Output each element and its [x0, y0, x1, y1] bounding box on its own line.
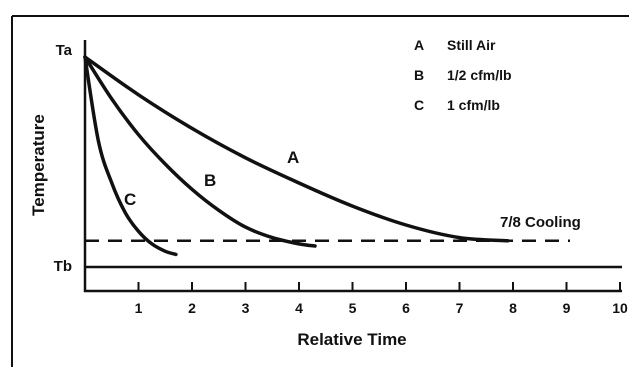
x-tick-label: 5 [349, 300, 357, 316]
curve-label-c: C [124, 190, 136, 209]
legend-text-c: 1 cfm/lb [447, 97, 500, 113]
y-level-tb: Tb [54, 258, 72, 275]
x-tick-label: 2 [188, 300, 196, 316]
x-tick-label: 8 [509, 300, 517, 316]
curve-label-b: B [204, 171, 216, 190]
legend-key-b: B [414, 67, 424, 83]
x-tick-label: 6 [402, 300, 410, 316]
curve-label-a: A [287, 148, 299, 167]
x-tick-label: 1 [135, 300, 143, 316]
legend-text-a: Still Air [447, 37, 496, 53]
x-tick-label: 7 [456, 300, 464, 316]
series-line-a [83, 55, 510, 243]
cooling-reference-label: 7/8 Cooling [500, 214, 581, 231]
y-level-ta: Ta [56, 42, 73, 59]
legend: A Still Air B 1/2 cfm/lb C 1 cfm/lb [414, 37, 512, 113]
series-group [83, 55, 510, 257]
x-tick-label: 4 [295, 300, 303, 316]
y-axis-label: Temperature [29, 114, 48, 216]
legend-text-b: 1/2 cfm/lb [447, 67, 512, 83]
x-tick-label: 10 [612, 300, 628, 316]
legend-key-a: A [414, 37, 424, 53]
series-line-b [83, 55, 317, 248]
legend-key-c: C [414, 97, 424, 113]
x-tick-label: 3 [242, 300, 250, 316]
x-ticks: 1 2 3 4 5 6 7 8 9 10 [135, 282, 628, 316]
series-line-c [83, 55, 178, 257]
x-tick-label: 9 [563, 300, 571, 316]
x-axis-label: Relative Time [297, 330, 406, 349]
